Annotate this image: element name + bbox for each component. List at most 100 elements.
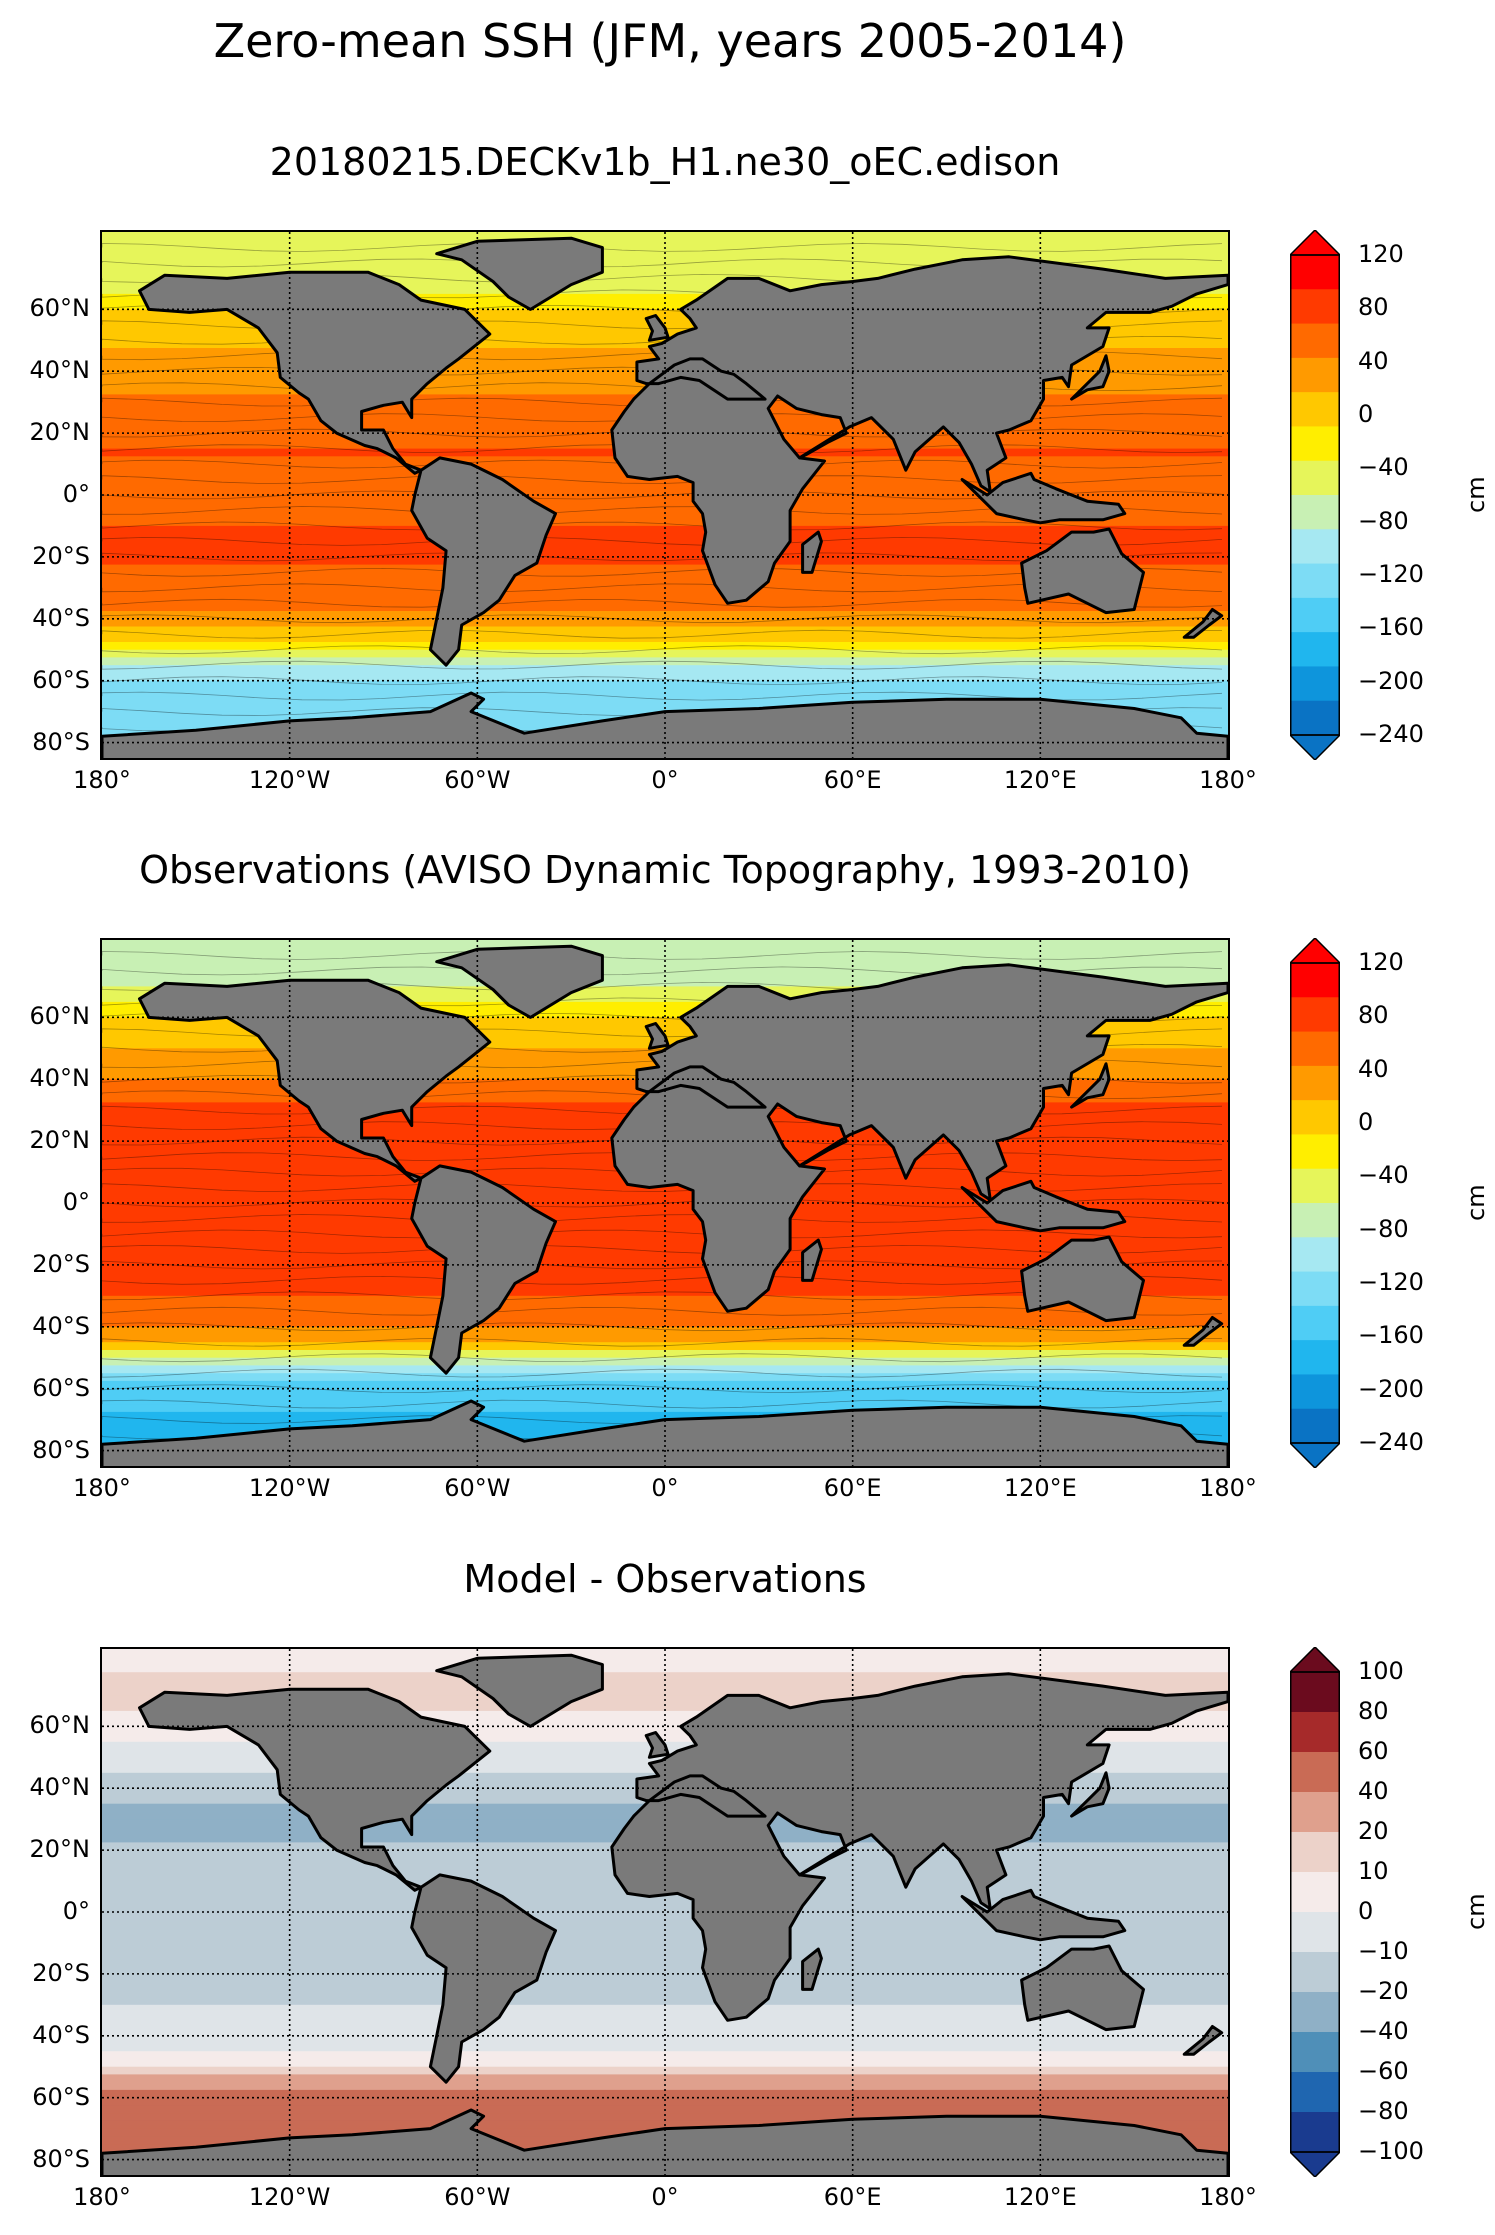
colorbar-tick-label: −40 [1358, 453, 1409, 482]
colorbar-segment [1290, 392, 1340, 427]
colorbar-tick-label: 0 [1358, 400, 1374, 428]
x-tick-label: 180° [73, 766, 131, 794]
land-greenland [435, 236, 604, 311]
colorbar-segment [1290, 460, 1340, 496]
ocean-band [102, 657, 1228, 666]
contour-line [102, 676, 1223, 686]
ocean-band [102, 978, 1228, 987]
contour-line [102, 629, 1223, 639]
ocean-band [102, 1649, 1228, 1658]
ocean-band [102, 2097, 1228, 2106]
ocean-band [102, 1295, 1228, 1305]
contour-line [102, 1322, 1223, 1332]
colorbar-segment [1290, 1712, 1340, 1753]
panel-3-title: Model - Observations [463, 1557, 867, 1601]
contour-line [102, 1384, 1223, 1394]
contour-line [102, 951, 1223, 960]
colorbar-tick-label: 120 [1358, 240, 1404, 268]
ocean-band [102, 2043, 1228, 2052]
ocean-band [102, 541, 1228, 550]
land-africa-eurasia [610, 255, 1228, 605]
colorbar-tick-label: −120 [1358, 560, 1424, 588]
land-north-america [138, 270, 492, 475]
contour-line [102, 1353, 1223, 1363]
x-tick-label: 60°E [823, 766, 882, 794]
colorbar-segment [1290, 1168, 1340, 1204]
colorbar-segment [1290, 963, 1340, 998]
y-tick-label: 80°S [32, 2144, 90, 2173]
land-new-zealand [1182, 608, 1224, 639]
colorbar-tick-label: 0 [1358, 1108, 1374, 1136]
ocean-band [102, 940, 1228, 949]
ocean-band [102, 1303, 1228, 1312]
ocean-band [102, 1025, 1228, 1034]
colorbar-segment [1290, 495, 1340, 530]
colorbar-tick-label: −240 [1358, 720, 1424, 748]
ocean-band [102, 580, 1228, 589]
colorbar-tick-label: −80 [1358, 506, 1409, 535]
colorbar-tick-label: 20 [1358, 1817, 1389, 1845]
x-tick-label: 180° [73, 1474, 131, 1502]
ocean-band [102, 1687, 1228, 1696]
colorbar-tick-label: 120 [1358, 948, 1404, 976]
ocean-band [102, 1942, 1228, 1952]
y-tick-label: 20°N [29, 1126, 91, 1155]
ocean-band [102, 2082, 1228, 2091]
land-greenland [435, 944, 604, 1019]
contour-line [102, 614, 1223, 624]
contour-line [102, 1229, 1223, 1239]
land-japan [1070, 354, 1111, 401]
colorbar-segment [1290, 1992, 1340, 2033]
colorbar-segment [1290, 1031, 1340, 1067]
ocean-band [102, 955, 1228, 964]
ocean-band [102, 994, 1228, 1003]
colorbar-extend-min [1290, 734, 1340, 760]
colorbar-segment [1290, 323, 1340, 359]
land-north-america [138, 978, 492, 1183]
colorbar-tick-label: 80 [1358, 293, 1389, 322]
colorbar-tick-label: 40 [1358, 346, 1389, 375]
ocean-band [102, 1210, 1228, 1219]
ocean-band [102, 1288, 1228, 1297]
land-japan [1070, 1062, 1111, 1109]
x-tick-label: 120°E [1003, 2183, 1077, 2211]
ocean-band [102, 2012, 1228, 2021]
colorbar-segment [1290, 1237, 1340, 1273]
ocean-band [102, 270, 1228, 279]
land-africa-eurasia [610, 1672, 1228, 2022]
x-tick-label: 120°W [248, 1474, 331, 1502]
ocean-band [102, 255, 1228, 264]
land-madagascar [801, 1947, 823, 1991]
ocean-band [102, 1718, 1228, 1727]
colorbar [1290, 938, 1340, 1468]
land-madagascar [801, 530, 823, 574]
x-tick-label: 180° [1199, 2183, 1257, 2211]
colorbar-segment [1290, 1305, 1340, 1341]
colorbar-segment [1290, 1100, 1340, 1135]
x-tick-label: 180° [73, 2183, 131, 2211]
y-tick-label: 0° [62, 480, 90, 508]
colorbar-segment [1290, 632, 1340, 667]
ocean-band [102, 1672, 1228, 1681]
contour-line [102, 521, 1223, 531]
ocean-band [102, 556, 1228, 566]
figure-suptitle: Zero-mean SSH (JFM, years 2005-2014) [213, 14, 1127, 68]
land-north-america [138, 1687, 492, 1892]
ocean-band [102, 1249, 1228, 1258]
ocean-band [102, 510, 1228, 519]
ocean-band [102, 1904, 1228, 1913]
colorbar-tick-label: 100 [1358, 1657, 1404, 1685]
y-tick-label: 40°N [29, 1773, 91, 1802]
colorbar-tick-label: −100 [1358, 2137, 1424, 2165]
land-australia [1020, 1235, 1145, 1323]
colorbar-extend-min [1290, 1442, 1340, 1468]
land-australia [1020, 527, 1145, 615]
contour-line [102, 243, 1223, 252]
y-tick-label: 20°S [32, 541, 90, 570]
land-greenland [435, 1653, 604, 1728]
y-tick-label: 60°N [29, 294, 91, 323]
panel-1-map [100, 230, 1230, 760]
colorbar-tick-label: −80 [1358, 1214, 1409, 1243]
ocean-band [102, 1989, 1228, 1998]
y-tick-label: 40°S [32, 603, 90, 632]
